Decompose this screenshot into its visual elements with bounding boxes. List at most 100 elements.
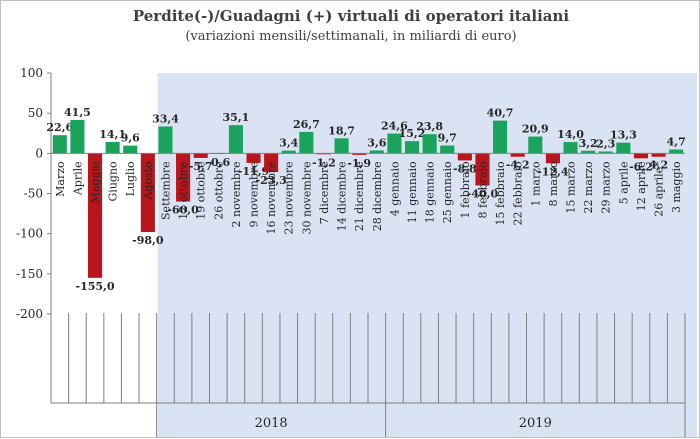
bar [440,145,455,154]
bar [158,126,173,154]
chart-title: Perdite(-)/Guadagni (+) virtuali di oper… [132,7,570,25]
bar [633,153,649,159]
bar [352,153,367,155]
category-label: 15 febbraio [494,161,507,225]
data-label: -155,0 [76,280,115,293]
bar [422,134,437,154]
bar [70,119,85,154]
chart-subtitle: (variazioni mensili/settimanali, in mili… [185,29,517,44]
data-label: 26,7 [293,118,320,131]
bar [563,142,578,154]
y-tick-label: 50 [28,106,43,120]
data-label: -4,2 [506,159,530,172]
category-label: 22 marzo [582,161,595,214]
data-label: 15,2 [399,127,426,140]
category-label: 3 maggio [670,161,683,213]
data-label: 40,7 [487,107,514,120]
category-label: Maggio [89,161,102,203]
data-label: -5,7 [189,160,213,173]
data-label: 4,7 [667,136,686,149]
category-label: 16 novembre [265,161,278,234]
category-label: Aprile [71,161,84,196]
bar [52,135,67,154]
data-label: -40,0 [467,187,499,200]
data-label: 41,5 [64,106,91,119]
bar [228,125,243,154]
bar [193,153,208,158]
category-label: 9 novembre [248,161,261,227]
category-label: Luglio [124,161,137,196]
category-label: Giugno [107,161,120,202]
data-label: 3,6 [367,136,386,149]
data-label: 9,7 [438,132,457,145]
category-label: 26 aprile* [653,161,666,217]
bar [528,136,543,154]
data-label: 3,4 [279,137,298,150]
category-label: 25 gennaio [441,161,454,223]
data-label: 35,1 [223,111,250,124]
category-label: 7 dicembre [318,161,331,224]
data-label: 2,3 [596,137,615,150]
data-label: 14,1 [99,128,126,141]
bar [475,153,490,186]
bar [140,153,155,233]
category-label: 1 marzo [529,161,542,207]
category-label: Agosto [142,161,155,201]
bar [616,142,631,154]
bar [404,141,420,154]
bar [651,153,666,157]
category-label: 28 dicembre [371,161,384,231]
data-label: -23,3 [255,174,286,187]
category-label: 5 aprile [617,161,630,204]
data-label: 3,2 [579,137,598,150]
bar [334,138,349,154]
category-label: 1 febbraio [459,161,472,218]
data-label: -0,6 [206,156,230,169]
y-tick-label: 100 [20,66,43,80]
bar [669,149,684,154]
category-label: 29 marzo [600,161,613,214]
bar [123,145,138,154]
category-label: 12 aprile [635,161,648,211]
category-label: 4 gennaio [388,161,401,216]
data-label: 20,9 [522,123,549,136]
group-label: 2018 [255,416,288,431]
data-label: 4,2 [649,159,668,172]
category-label: 14 dicembre [336,161,349,231]
category-label: Marzo [54,161,67,197]
y-tick-label: -150 [16,267,43,281]
category-label: 21 dicembre [353,161,366,231]
data-label: 23,8 [416,120,443,133]
data-label: 22,6 [46,121,73,134]
bar [105,142,120,154]
category-label: 8 marzo [547,161,560,207]
y-tick-label: -200 [16,307,43,321]
data-label: -1,2 [312,156,336,169]
data-label: -11,9 [238,165,269,178]
shaded-region [157,73,697,437]
bar [581,150,596,154]
y-tick-label: -100 [16,227,43,241]
category-label: 22 febbraio [512,161,525,225]
y-tick-label: 0 [35,146,43,160]
data-label: -6,2 [629,160,653,173]
bar [246,153,261,163]
category-label: 11 gennaio [406,161,419,223]
bar [299,131,314,154]
bar [87,153,103,278]
bar [545,153,560,164]
category-label: 23 novembre [283,161,296,234]
category-label: 26 ottobre [212,161,225,219]
category-label: 18 gennaio [424,161,437,223]
data-label: 24,6 [381,120,408,133]
group-label: 2019 [519,416,552,431]
category-label: 15 marzo [565,161,578,214]
category-label: Settembre [159,161,172,220]
data-label: -98,0 [132,234,164,247]
data-label: 14,0 [557,128,584,141]
bar [510,153,525,157]
bar [598,151,613,154]
bar [281,150,296,154]
y-tick-label: -50 [24,187,43,201]
